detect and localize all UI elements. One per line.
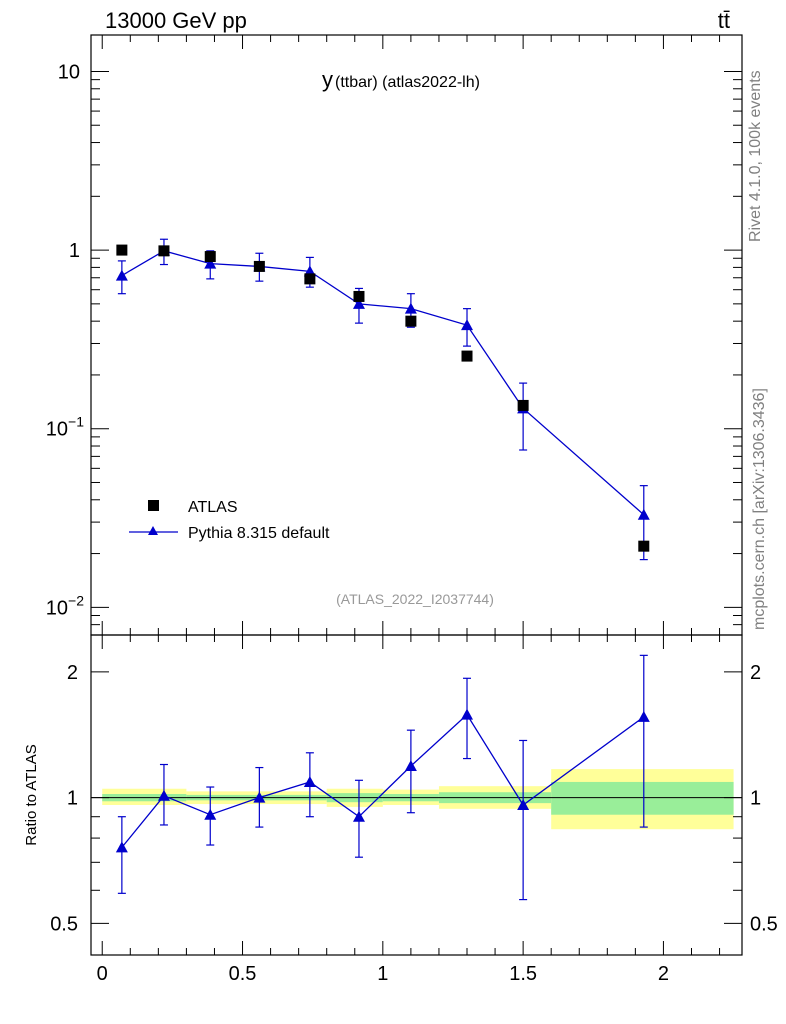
pythia-ratio-point bbox=[461, 708, 474, 720]
x-tick-label: 2 bbox=[658, 963, 669, 985]
pythia-point bbox=[204, 257, 217, 269]
pythia-ratio-point bbox=[352, 810, 365, 822]
x-tick-label: 0 bbox=[97, 963, 108, 985]
legend-atlas-label: ATLAS bbox=[188, 499, 238, 516]
energy-label: 13000 GeV pp bbox=[105, 8, 247, 33]
rivet-version-label: Rivet 4.1.0, 100k events bbox=[747, 70, 764, 242]
plot-title-rest: (ttbar) (atlas2022-lh) bbox=[335, 74, 480, 91]
ratio-tick-labels: 2 2 1 1 0.5 0.5 0 0.5 1 1.5 2 bbox=[50, 662, 778, 985]
ratio-axis-ticks bbox=[91, 635, 742, 955]
ratio-uncertainty-bands bbox=[102, 769, 734, 830]
pythia-ratio-line bbox=[121, 713, 645, 848]
pythia-ratio-point bbox=[204, 808, 217, 820]
main-y-tick-labels: 10 1 10−1 10−2 bbox=[46, 61, 84, 619]
ratio-y-tick-label-right: 2 bbox=[750, 662, 761, 684]
ratio-y-axis-label: Ratio to ATLAS bbox=[23, 744, 40, 845]
pythia-ratio-point bbox=[303, 775, 316, 787]
legend-atlas-marker bbox=[148, 500, 159, 511]
atlas-point bbox=[304, 273, 316, 285]
data-series-main bbox=[116, 244, 650, 552]
pythia-ratio-point bbox=[404, 760, 417, 772]
x-tick-label: 1.5 bbox=[509, 963, 537, 985]
pythia-ratio-point bbox=[253, 791, 266, 803]
main-axis-ticks bbox=[91, 35, 742, 636]
atlas-point bbox=[253, 260, 265, 272]
legend-pythia-label: Pythia 8.315 default bbox=[188, 525, 330, 542]
legend: ATLAS Pythia 8.315 default bbox=[129, 499, 330, 542]
mcplots-label: mcplots.cern.ch [arXiv:1306.3436] bbox=[751, 388, 768, 630]
legend-pythia-marker bbox=[148, 526, 158, 535]
pythia-ratio-point bbox=[157, 789, 170, 801]
x-tick-label: 1 bbox=[377, 963, 388, 985]
pythia-point bbox=[115, 269, 128, 281]
pythia-line bbox=[121, 250, 645, 516]
atlas-point bbox=[116, 244, 128, 256]
ratio-band-inner bbox=[551, 781, 734, 815]
atlas-point bbox=[405, 315, 417, 327]
main-y-tick-label: 10−2 bbox=[46, 592, 84, 619]
ratio-y-tick-label-left: 1 bbox=[67, 788, 78, 810]
pythia-point bbox=[637, 508, 650, 520]
ratio-y-tick-label-right: 1 bbox=[750, 788, 761, 810]
ratio-y-tick-label-right: 0.5 bbox=[750, 913, 778, 935]
atlas-point bbox=[461, 350, 473, 362]
process-label: tt̄ bbox=[718, 8, 730, 33]
main-y-tick-label: 10 bbox=[58, 61, 80, 83]
ratio-panel: 2 2 1 1 0.5 0.5 0 0.5 1 1.5 2 Ratio to ATLAS bbox=[23, 634, 778, 985]
atlas-point bbox=[158, 245, 170, 257]
atlas-point bbox=[517, 399, 529, 411]
analysis-watermark: (ATLAS_2022_I2037744) bbox=[336, 591, 494, 607]
pythia-ratio-point bbox=[517, 799, 530, 811]
pythia-point bbox=[461, 319, 474, 331]
main-panel: 10 1 10−1 10−2 y (ttbar) (atlas2022-lh) (AT… bbox=[46, 34, 743, 636]
main-y-tick-label: 10−1 bbox=[46, 414, 84, 441]
ratio-y-tick-label-left: 2 bbox=[67, 662, 78, 684]
mc-series-ratio bbox=[115, 654, 650, 901]
atlas-point bbox=[204, 251, 216, 263]
x-tick-label: 0.5 bbox=[229, 963, 257, 985]
pythia-ratio-point bbox=[115, 841, 128, 853]
pythia-point bbox=[404, 302, 417, 314]
atlas-point bbox=[353, 290, 365, 302]
pythia-ratio-point bbox=[637, 710, 650, 722]
ratio-frame bbox=[90, 634, 743, 956]
pythia-point bbox=[352, 297, 365, 309]
plot-title-y: y bbox=[322, 67, 333, 92]
main-y-tick-label: 1 bbox=[69, 240, 80, 262]
ratio-y-tick-label-left: 0.5 bbox=[50, 913, 78, 935]
atlas-point bbox=[638, 540, 650, 552]
